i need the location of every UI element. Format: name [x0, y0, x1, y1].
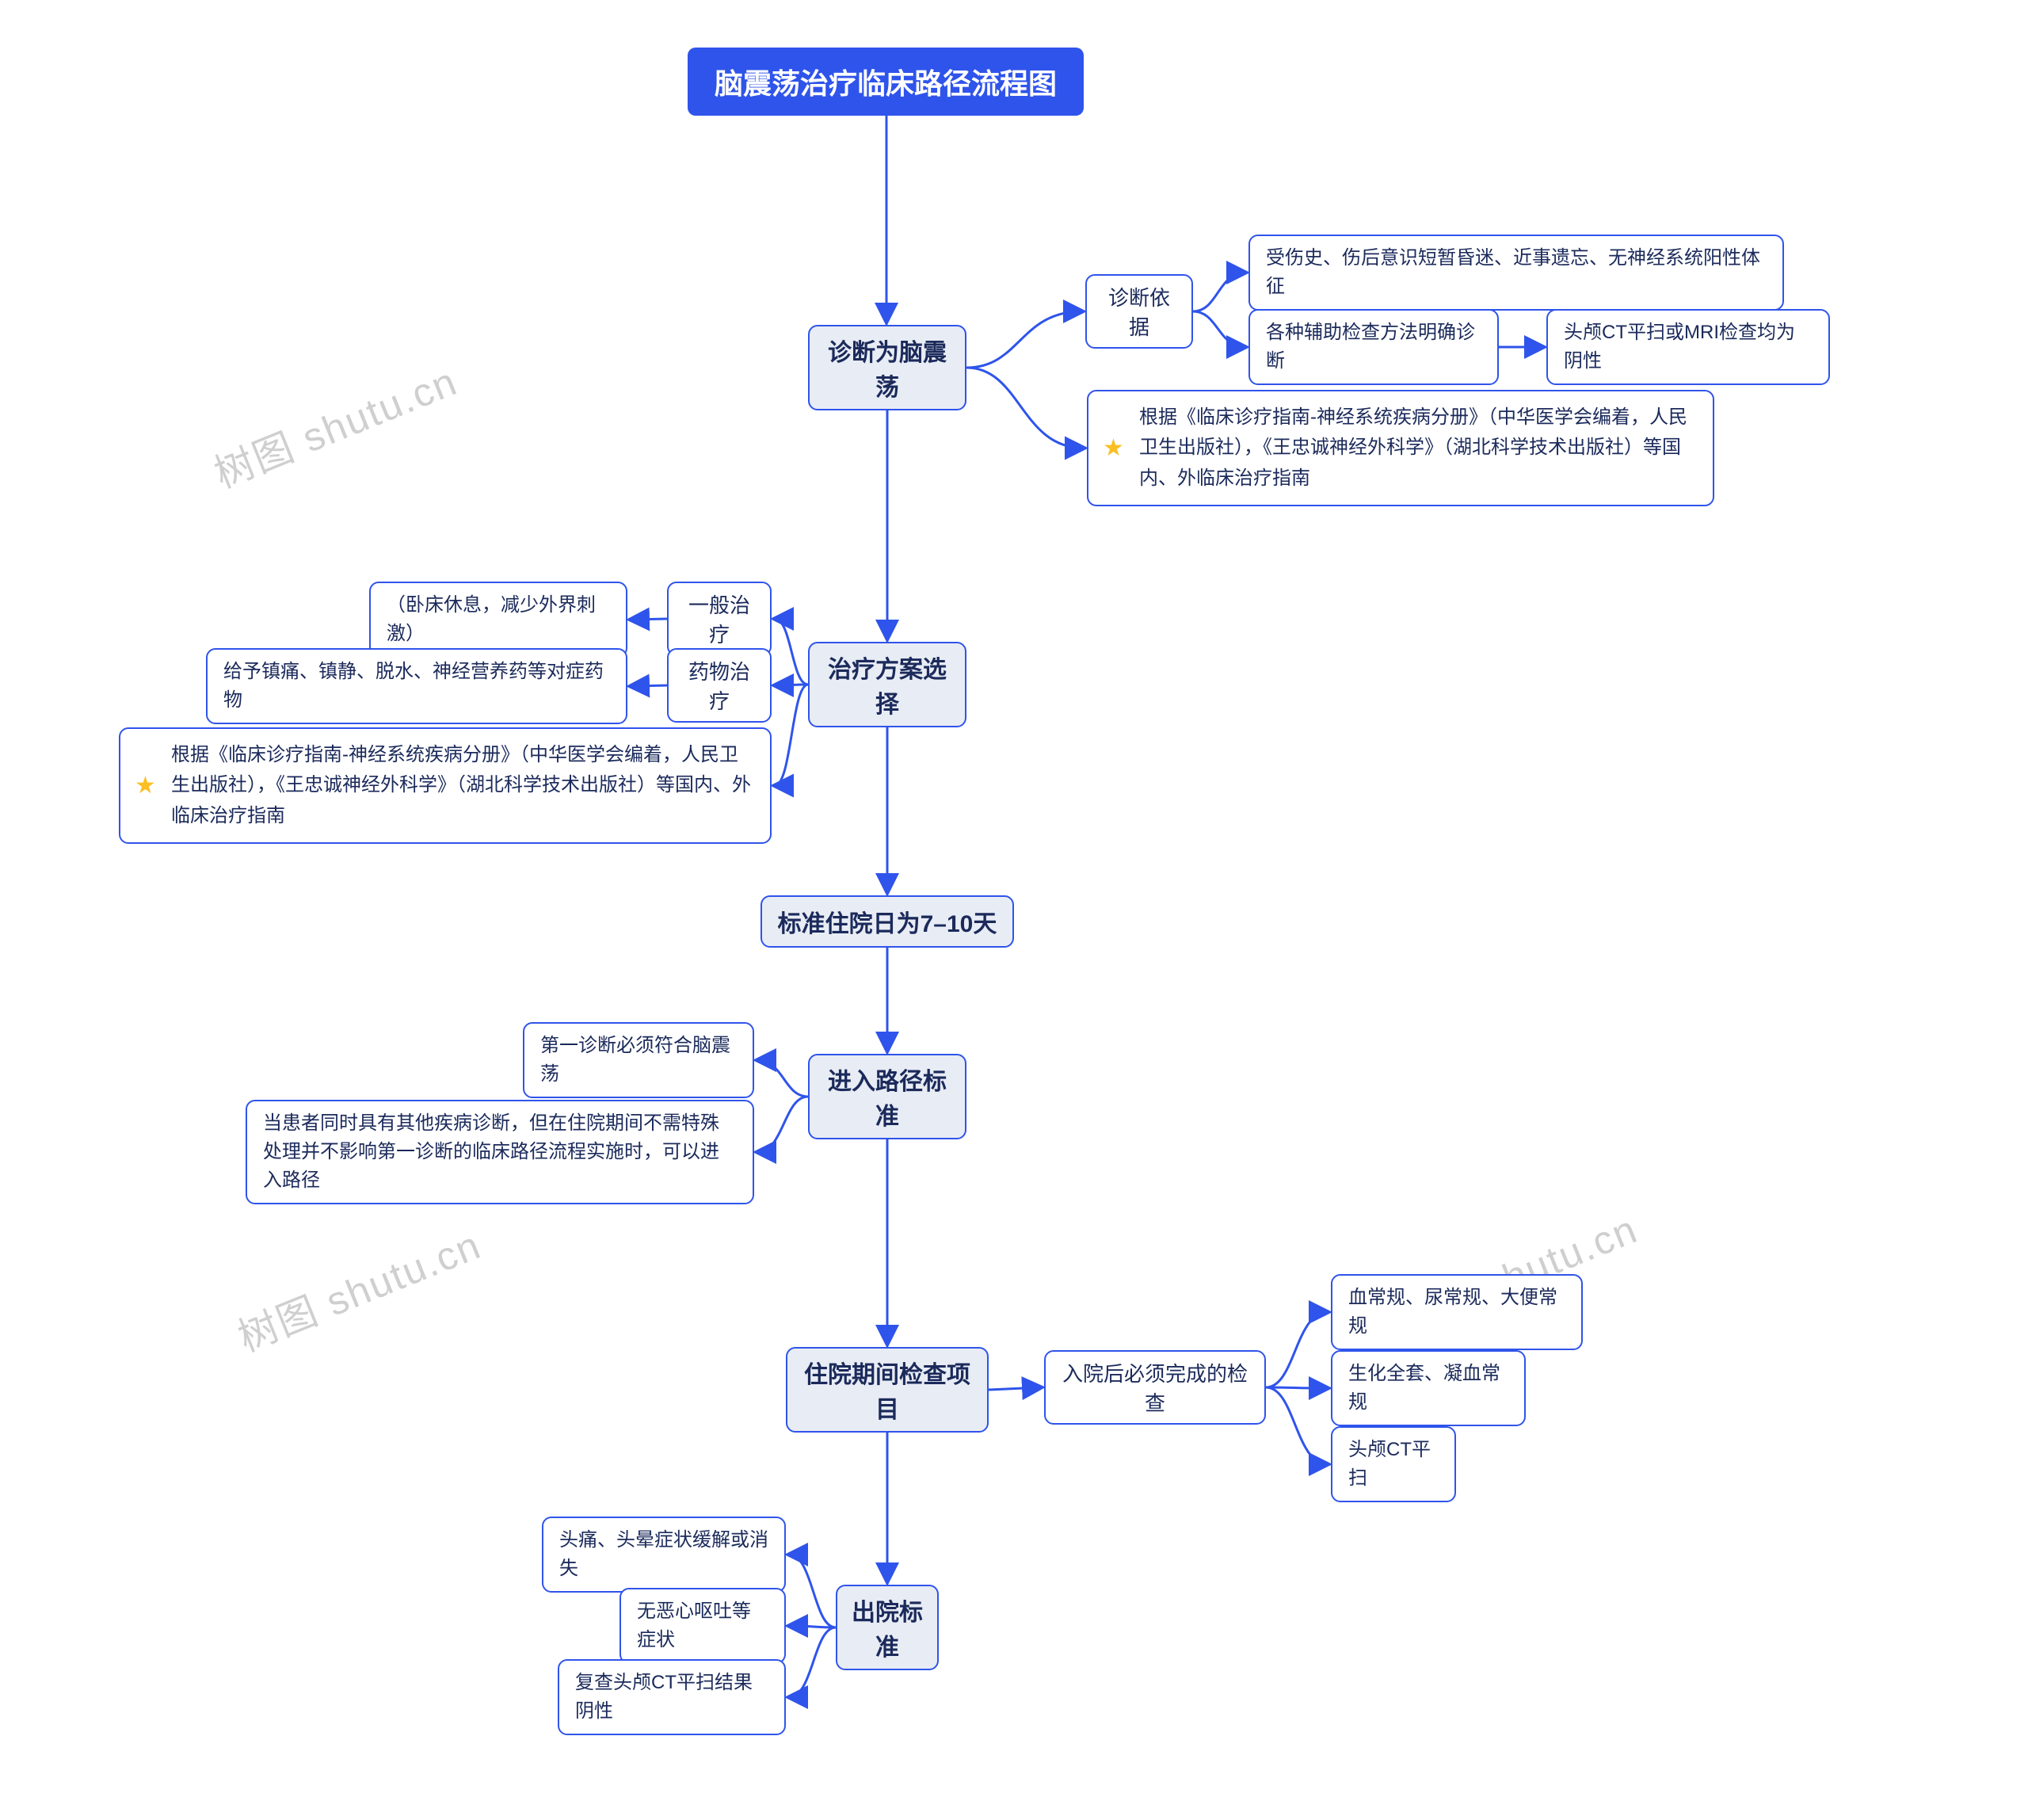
node-label: （卧床休息，减少外界刺激） [387, 591, 610, 648]
tests-item: 血常规、尿常规、大便常规 [1331, 1274, 1583, 1350]
spine-entry: 进入路径标准 [808, 1054, 966, 1139]
node-label: 诊断依据 [1101, 282, 1177, 341]
node-label: 受伤史、伤后意识短暂昏迷、近事遗忘、无神经系统阳性体征 [1266, 244, 1767, 301]
discharge-criterion: 无恶心呕吐等症状 [619, 1588, 786, 1664]
node-label: 头颅CT平扫或MRI检查均为阴性 [1564, 319, 1813, 376]
treatment-general-detail: （卧床休息，减少外界刺激） [369, 582, 627, 658]
diagnosis-basis: 诊断依据 [1085, 274, 1193, 349]
star-icon: ★ [135, 767, 156, 805]
diagnosis-basis-item: 头颅CT平扫或MRI检查均为阴性 [1546, 309, 1830, 385]
spine-discharge: 出院标准 [836, 1585, 939, 1670]
node-label: 头颅CT平扫 [1348, 1436, 1439, 1493]
spine-label: 诊断为脑震荡 [824, 333, 951, 403]
node-label: 复查头颅CT平扫结果阴性 [575, 1669, 768, 1726]
discharge-criterion: 复查头颅CT平扫结果阴性 [558, 1659, 786, 1735]
node-label: 一般治疗 [683, 589, 756, 648]
flowchart-title-text: 脑震荡治疗临床路径流程图 [715, 61, 1057, 102]
spine-label: 治疗方案选择 [824, 650, 951, 719]
treatment-drug-detail: 给予镇痛、镇静、脱水、神经营养药等对症药物 [206, 648, 627, 724]
node-label: 生化全套、凝血常规 [1348, 1360, 1508, 1417]
entry-criterion: 当患者同时具有其他疾病诊断，但在住院期间不需特殊处理并不影响第一诊断的临床路径流… [246, 1100, 754, 1204]
tests-must: 入院后必须完成的检查 [1044, 1350, 1266, 1425]
node-label: 头痛、头晕症状缓解或消失 [559, 1526, 768, 1583]
node-label: 第一诊断必须符合脑震荡 [540, 1032, 737, 1089]
node-label: 根据《临床诊疗指南-神经系统疾病分册》（中华医学会编着，人民卫生出版社），《王忠… [171, 740, 753, 831]
spine-label: 进入路径标准 [824, 1062, 951, 1131]
star-icon: ★ [1103, 429, 1124, 467]
node-label: 药物治疗 [683, 656, 756, 715]
flowchart-title: 脑震荡治疗临床路径流程图 [688, 48, 1084, 116]
spine-diagnosis: 诊断为脑震荡 [808, 325, 966, 410]
treatment-reference: ★ 根据《临床诊疗指南-神经系统疾病分册》（中华医学会编着，人民卫生出版社），《… [119, 727, 772, 844]
spine-tests: 住院期间检查项目 [786, 1347, 989, 1433]
node-label: 给予镇痛、镇静、脱水、神经营养药等对症药物 [223, 658, 610, 715]
node-label: 当患者同时具有其他疾病诊断，但在住院期间不需特殊处理并不影响第一诊断的临床路径流… [263, 1109, 737, 1195]
diagnosis-basis-item: 各种辅助检查方法明确诊断 [1248, 309, 1499, 385]
diagnosis-reference: ★ 根据《临床诊疗指南-神经系统疾病分册》（中华医学会编着，人民卫生出版社），《… [1087, 390, 1714, 506]
discharge-criterion: 头痛、头晕症状缓解或消失 [542, 1517, 786, 1593]
treatment-general-label: 一般治疗 [667, 582, 772, 656]
node-label: 血常规、尿常规、大便常规 [1348, 1284, 1565, 1341]
tests-item: 头颅CT平扫 [1331, 1426, 1456, 1502]
node-label: 入院后必须完成的检查 [1060, 1358, 1250, 1417]
spine-label: 出院标准 [852, 1593, 923, 1662]
spine-label: 住院期间检查项目 [802, 1355, 973, 1425]
spine-stay: 标准住院日为7–10天 [760, 895, 1014, 948]
entry-criterion: 第一诊断必须符合脑震荡 [523, 1022, 754, 1098]
spine-label: 标准住院日为7–10天 [778, 904, 997, 939]
tests-item: 生化全套、凝血常规 [1331, 1350, 1526, 1426]
node-label: 无恶心呕吐等症状 [637, 1597, 768, 1654]
diagnosis-basis-item: 受伤史、伤后意识短暂昏迷、近事遗忘、无神经系统阳性体征 [1248, 235, 1784, 311]
treatment-drug-label: 药物治疗 [667, 648, 772, 723]
node-label: 各种辅助检查方法明确诊断 [1266, 319, 1481, 376]
node-label: 根据《临床诊疗指南-神经系统疾病分册》（中华医学会编着，人民卫生出版社），《王忠… [1139, 403, 1695, 494]
spine-treatment: 治疗方案选择 [808, 642, 966, 727]
